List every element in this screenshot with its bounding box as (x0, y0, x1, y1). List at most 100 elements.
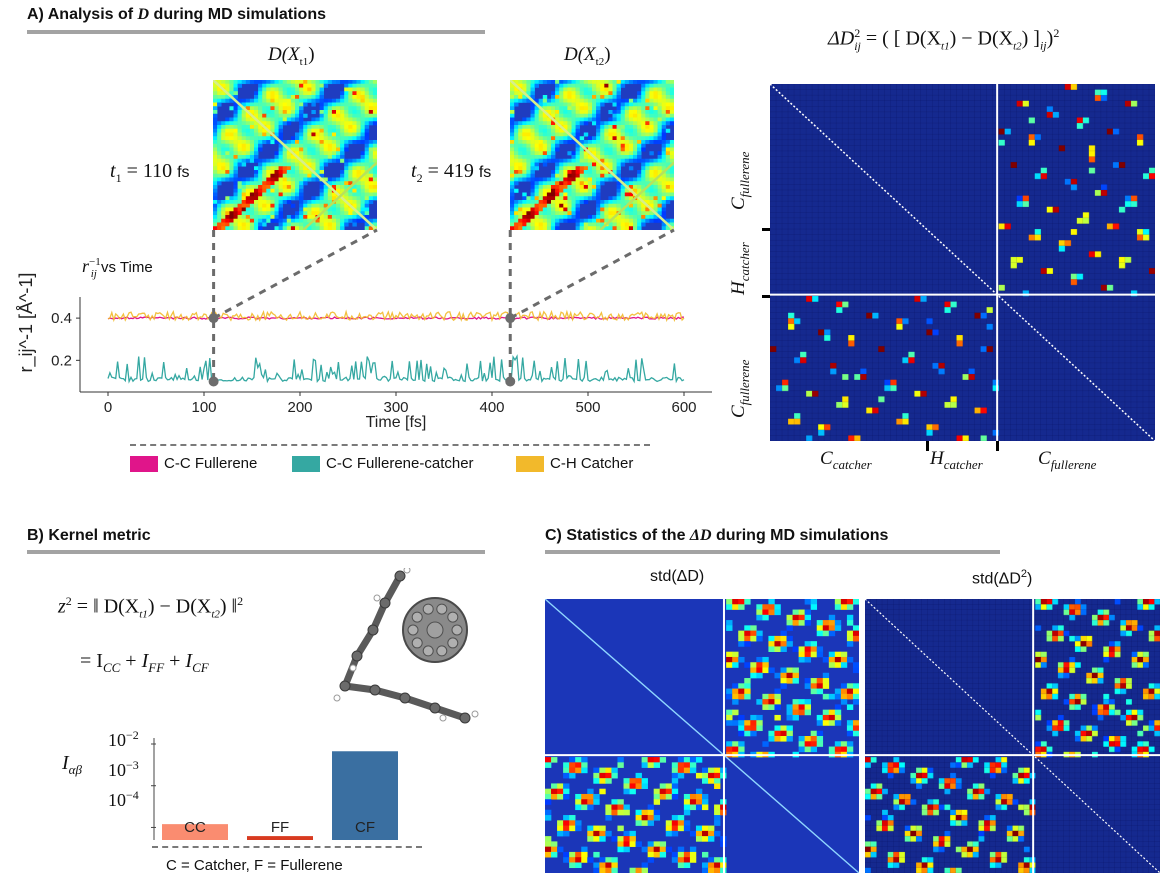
heatmap-cell (266, 215, 271, 220)
heatmap-cell (514, 162, 519, 167)
heatmap-cell (274, 211, 279, 216)
heatmap-cell (254, 192, 259, 197)
heatmap-cell (822, 678, 830, 684)
heatmap-cell (620, 215, 626, 220)
heatmap-cell (756, 672, 763, 679)
heatmap-cell (620, 192, 626, 197)
heatmap-cell (661, 113, 667, 118)
heatmap-cell (344, 121, 349, 126)
heatmap-cell (661, 173, 667, 178)
heatmap-cell (538, 181, 544, 186)
heatmap-cell (217, 151, 222, 156)
heatmap-cell (677, 857, 685, 863)
heatmap-cell (571, 132, 576, 137)
heatmap-cell (274, 207, 279, 212)
heatmap-cell (628, 215, 634, 220)
heatmap-cell (998, 223, 1005, 230)
heatmap-cell (1088, 167, 1096, 174)
heatmap-cell (1012, 778, 1019, 784)
heatmap-cell (290, 215, 296, 220)
heatmap-cell (978, 788, 985, 795)
heatmap-cell (620, 147, 626, 152)
heatmap-cell (237, 132, 242, 137)
heatmap-cell (816, 630, 824, 637)
heatmap-cell (336, 128, 341, 133)
heatmap-cell (657, 91, 662, 96)
heatmap-cell (356, 98, 361, 103)
heatmap-cell (266, 181, 271, 186)
heatmap-cell (1114, 746, 1121, 753)
heatmap-cell (927, 799, 934, 805)
heatmap-cell (510, 215, 515, 220)
heatmap-cell (327, 113, 333, 118)
heatmap-cell (522, 151, 527, 156)
heatmap-cell (950, 762, 957, 768)
heatmap-cell (624, 196, 630, 201)
heatmap-cell (756, 609, 763, 616)
heatmap-cell (955, 846, 962, 853)
heatmap-cell (726, 625, 733, 631)
bar-ytick-1: 10−2 (108, 728, 139, 750)
heatmap-cell (828, 714, 836, 721)
heatmap-cell (916, 862, 923, 869)
heatmap-cell (852, 730, 859, 737)
heatmap-cell (546, 136, 552, 141)
heatmap-cell (669, 147, 674, 152)
heatmap-cell (327, 207, 333, 212)
heatmap-cell (526, 143, 531, 148)
heatmap-cell (677, 767, 685, 774)
heatmap-cell (726, 714, 733, 721)
heatmap-cell (518, 218, 523, 223)
delta-d-formula: ΔD2ij = ( [ D(Xt1) − D(Xt2) ]ij)2 (828, 26, 1060, 53)
heatmap-cell (653, 136, 658, 141)
heatmap-cell (518, 143, 523, 148)
heatmap-cell (233, 80, 238, 85)
heatmap-cell (530, 222, 535, 227)
heatmap-cell (989, 762, 996, 768)
heatmap-cell (649, 203, 654, 208)
heatmap-cell (624, 113, 630, 118)
heatmap-cell (311, 173, 316, 178)
heatmap-cell (274, 87, 279, 92)
heatmap-cell (645, 140, 650, 145)
heatmap-cell (245, 226, 251, 230)
heatmap-cell (587, 215, 593, 220)
heatmap-cell (311, 226, 316, 230)
heatmap-cell (876, 788, 883, 795)
heatmap-cell (657, 113, 662, 118)
heatmap-cell (303, 132, 308, 137)
heatmap-cell (583, 113, 589, 118)
heatmap-cell (587, 218, 593, 223)
heatmap-cell (581, 799, 588, 805)
heatmap-cell (1046, 268, 1054, 274)
heatmap-cell (596, 185, 601, 190)
heatmap-cell (546, 200, 552, 205)
heatmap-cell (575, 767, 582, 774)
hydrogen-atom (373, 594, 381, 602)
heatmap-cell (340, 173, 345, 178)
heatmap-cell (327, 136, 333, 141)
heatmap-cell (1034, 229, 1042, 235)
heatmap-cell (624, 151, 630, 156)
heatmap-cell (295, 113, 300, 118)
heatmap-cell (526, 226, 531, 230)
heatmap-cell (896, 323, 903, 330)
heatmap-cell (974, 312, 981, 319)
heatmap-cell (545, 851, 552, 858)
heatmap-cell (217, 218, 222, 223)
heatmap-cell (551, 136, 556, 141)
heatmap-cell (762, 614, 769, 621)
heatmap-cell (249, 218, 255, 223)
heatmap-cell (1154, 730, 1160, 737)
heatmap-cell (637, 185, 642, 190)
heatmap-cell (258, 125, 263, 130)
heatmap-cell (852, 720, 859, 726)
heatmap-cell (233, 173, 238, 178)
heatmap-cell (1118, 206, 1126, 213)
heatmap-cell (620, 117, 626, 122)
heatmap-cell (786, 635, 793, 642)
heatmap-cell (637, 147, 642, 152)
heatmap-cell (336, 203, 341, 208)
heatmap-cell (633, 106, 638, 111)
heatmap-cell (628, 185, 634, 190)
